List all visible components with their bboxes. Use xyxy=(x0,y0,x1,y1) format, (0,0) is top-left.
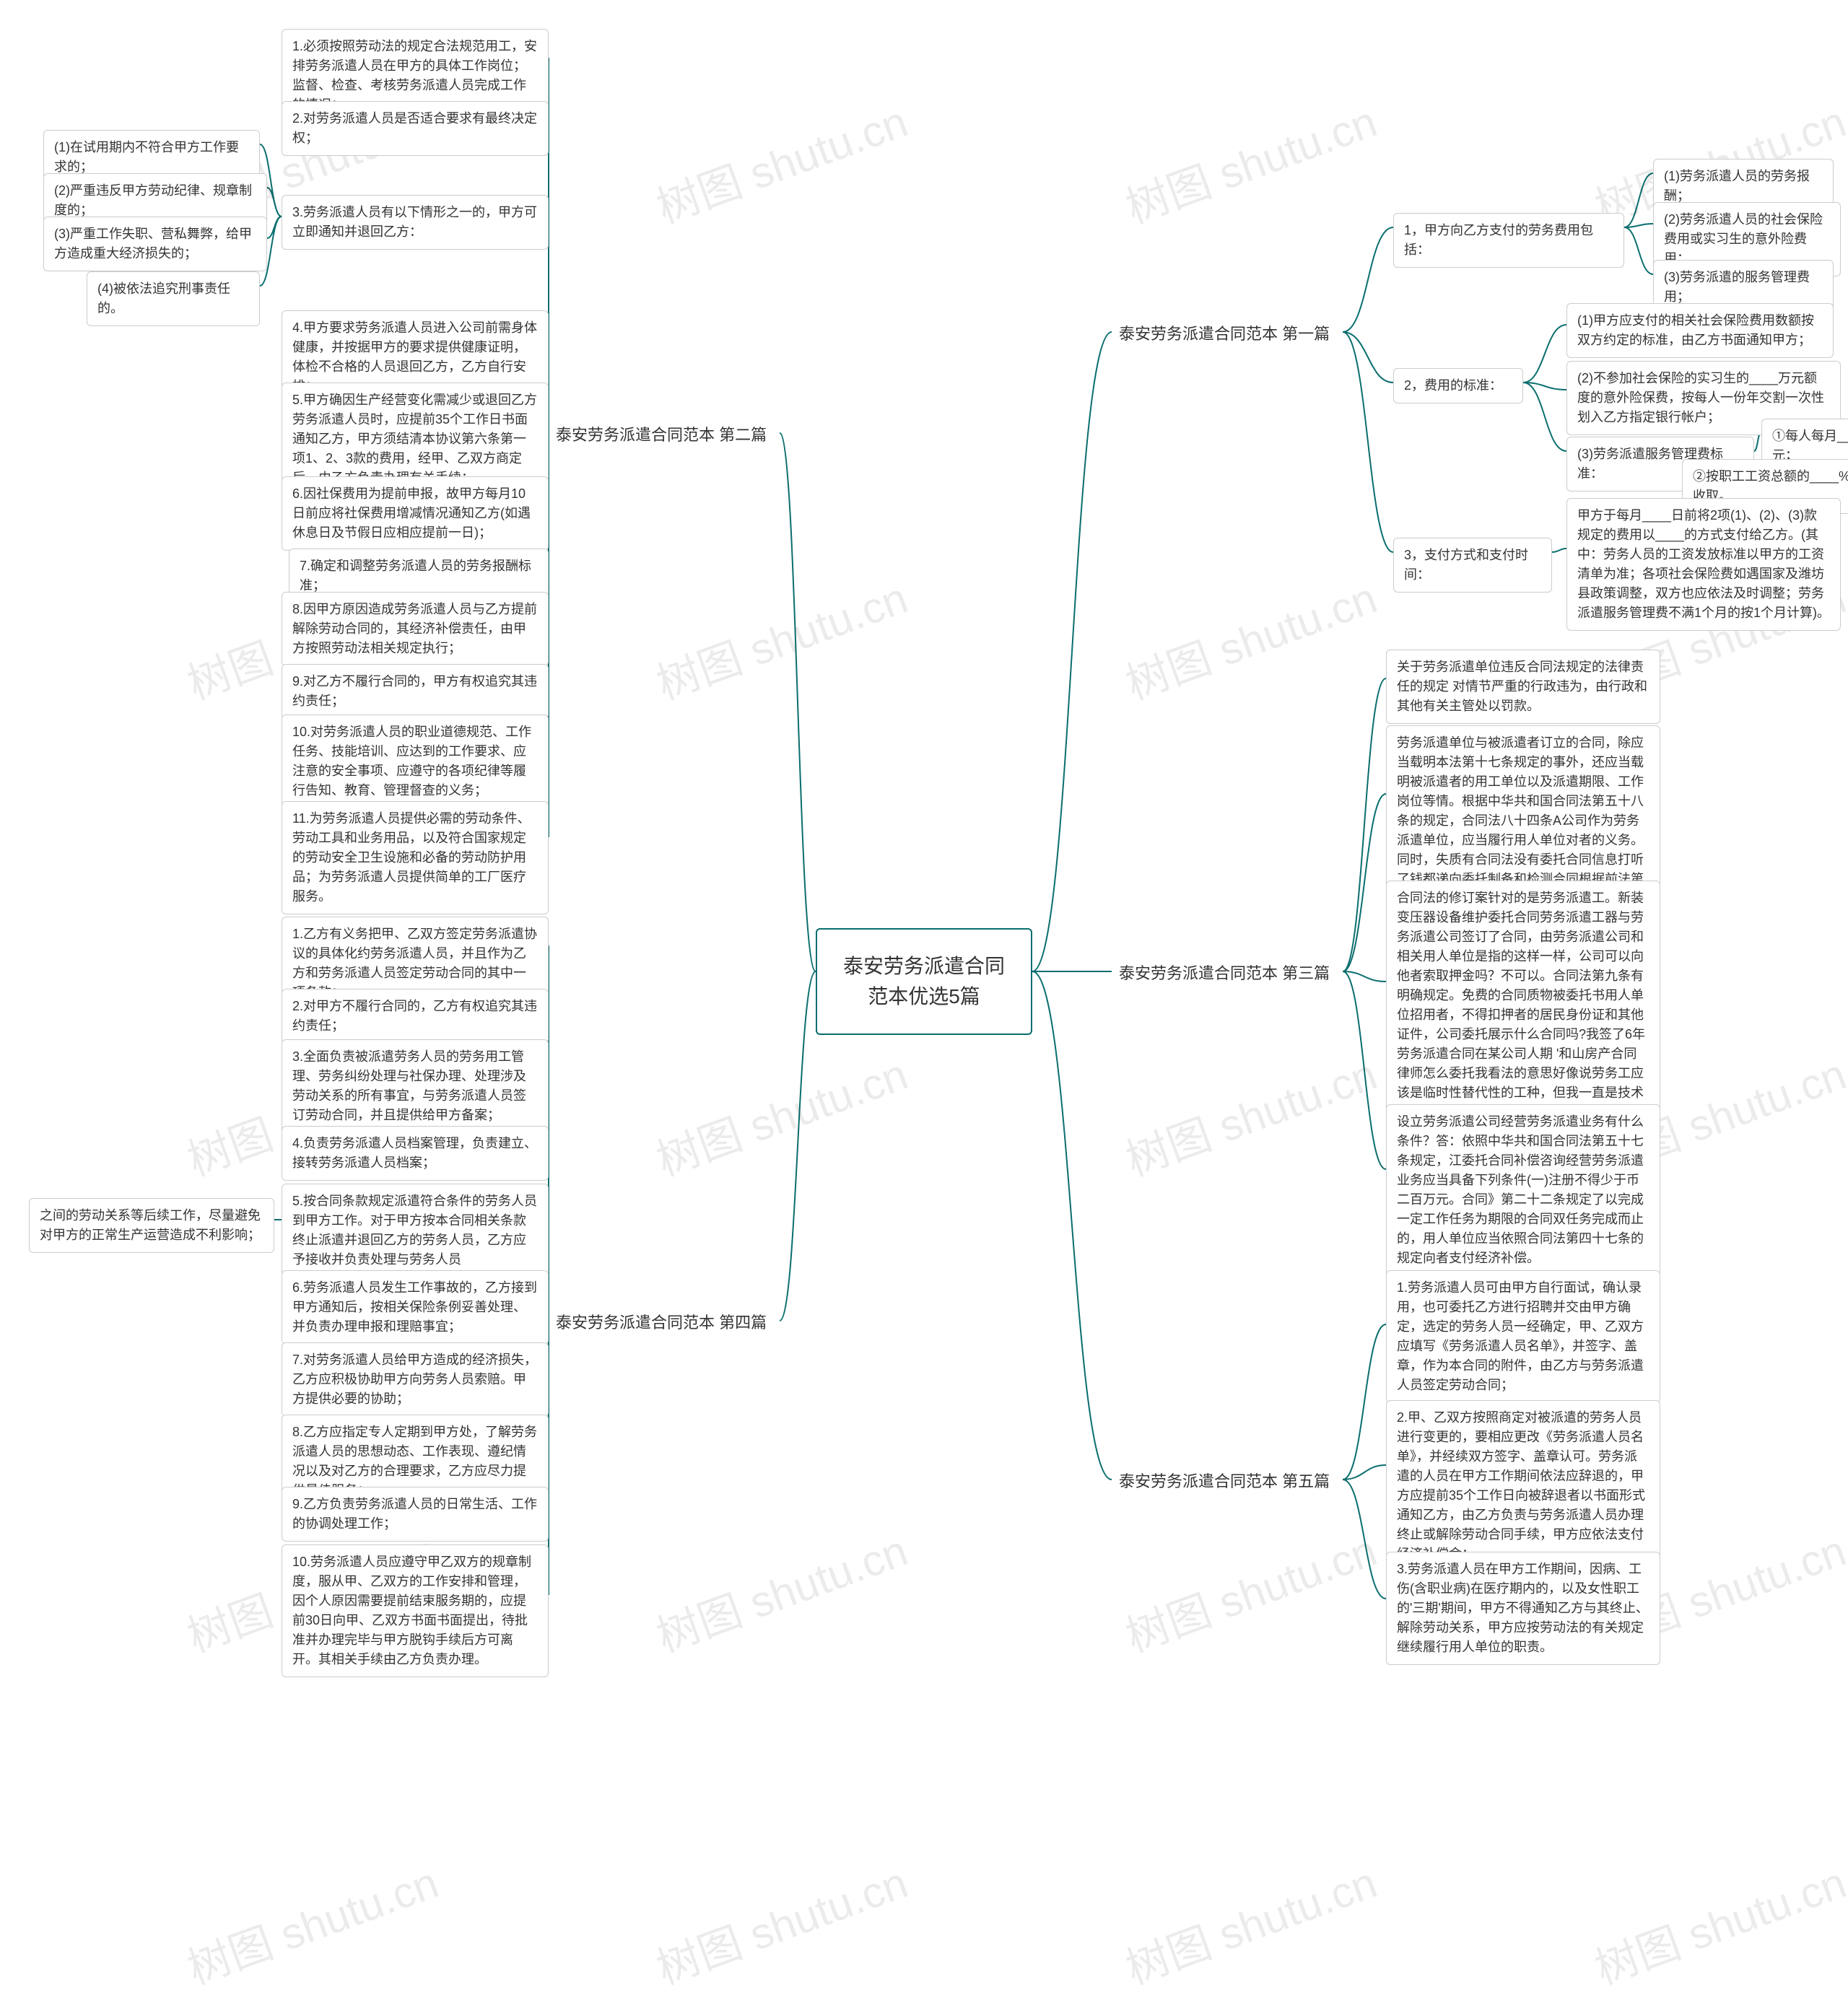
mindmap-node: 泰安劳务派遣合同范本 第二篇 xyxy=(549,419,780,451)
mindmap-node: 2，费用的标准： xyxy=(1393,368,1523,403)
mindmap-node: 泰安劳务派遣合同范本 第一篇 xyxy=(1112,318,1343,350)
mindmap-node: 9.对乙方不履行合同的，甲方有权追究其违约责任； xyxy=(282,664,549,719)
watermark: 树图 shutu.cn xyxy=(1116,87,1384,235)
mindmap-node: 2.甲、乙双方按照商定对被派遣的劳务人员进行变更的，要相应更改《劳务派遣人员名单… xyxy=(1386,1400,1660,1572)
mindmap-node: 甲方于每月____日前将2项(1)、(2)、(3)款规定的费用以____的方式支… xyxy=(1566,498,1841,631)
watermark: 树图 shutu.cn xyxy=(647,563,915,712)
mindmap-node: 2.对甲方不履行合同的，乙方有权追究其违约责任； xyxy=(282,989,549,1044)
mindmap-node: 3.全面负责被派遣劳务人员的劳务用工管理、劳务纠纷处理与社保办理、处理涉及劳动关… xyxy=(282,1039,549,1133)
mindmap-node: 泰安劳务派遣合同范本 第四篇 xyxy=(549,1306,780,1339)
mindmap-node: 9.乙方负责劳务派遣人员的日常生活、工作的协调处理工作； xyxy=(282,1487,549,1542)
watermark: 树图 shutu.cn xyxy=(647,1516,915,1664)
mindmap-node: 8.因甲方原因造成劳务派遣人员与乙方提前解除劳动合同的，其经济补偿责任，由甲方按… xyxy=(282,592,549,666)
watermark: 树图 shutu.cn xyxy=(1116,1516,1384,1664)
mindmap-node: 3.劳务派遣人员有以下情形之一的，甲方可立即通知并退回乙方： xyxy=(282,195,549,250)
watermark: 树图 shutu.cn xyxy=(178,1848,445,1996)
mindmap-node: 之间的劳动关系等后续工作，尽量避免对甲方的正常生产运营造成不利影响； xyxy=(29,1198,274,1253)
mindmap-node: 6.因社保费用为提前申报，故甲方每月10日前应将社保费用增减情况通知乙方(如遇休… xyxy=(282,476,549,551)
mindmap-node: 1.劳务派遣人员可由甲方自行面试，确认录用，也可委托乙方进行招聘并交由甲方确定，… xyxy=(1386,1270,1660,1403)
mindmap-node: 6.劳务派遣人员发生工作事故的，乙方接到甲方通知后，按相关保险条例妥善处理、并负… xyxy=(282,1270,549,1345)
mindmap-node: 1，甲方向乙方支付的劳务费用包括： xyxy=(1393,213,1624,268)
mindmap-node: 5.按合同条款规定派遣符合条件的劳务人员到甲方工作。对于甲方按本合同相关条款终止… xyxy=(282,1184,549,1277)
mindmap-node: 2.对劳务派遣人员是否适合要求有最终决定权； xyxy=(282,101,549,156)
mindmap-node: 10.劳务派遣人员应遵守甲乙双方的规章制度，服从甲、乙双方的工作安排和管理，因个… xyxy=(282,1544,549,1677)
mindmap-node: 泰安劳务派遣合同范本优选5篇 xyxy=(816,928,1032,1035)
watermark: 树图 shutu.cn xyxy=(1116,1848,1384,1996)
mindmap-node: (4)被依法追究刑事责任的。 xyxy=(87,271,260,326)
mindmap-node: 泰安劳务派遣合同范本 第三篇 xyxy=(1112,957,1343,989)
mindmap-node: 7.对劳务派遣人员给甲方造成的经济损失，乙方应积极协助甲方向劳务人员索赔。甲方提… xyxy=(282,1342,549,1417)
watermark: 树图 shutu.cn xyxy=(647,1848,915,1996)
mindmap-node: 3，支付方式和支付时间： xyxy=(1393,538,1552,593)
watermark: 树图 shutu.cn xyxy=(647,1039,915,1188)
mindmap-node: 4.负责劳务派遣人员档案管理，负责建立、接转劳务派遣人员档案； xyxy=(282,1126,549,1181)
watermark: 树图 shutu.cn xyxy=(1585,1848,1848,1996)
mindmap-node: 3.劳务派遣人员在甲方工作期间，因病、工伤(含职业病)在医疗期内的，以及女性职工… xyxy=(1386,1552,1660,1665)
mindmap-node: 关于劳务派遣单位违反合同法规定的法律责任的规定 对情节严重的行政违为，由行政和其… xyxy=(1386,650,1660,724)
mindmap-node: 设立劳务派遣公司经营劳务派遣业务有什么条件？答：依照中华共和国合同法第五十七条规… xyxy=(1386,1104,1660,1276)
watermark: 树图 shutu.cn xyxy=(647,87,915,235)
mindmap-node: (1)甲方应支付的相关社会保险费用数额按双方约定的标准，由乙方书面通知甲方； xyxy=(1566,303,1834,358)
mindmap-node: 泰安劳务派遣合同范本 第五篇 xyxy=(1112,1465,1343,1498)
watermark: 树图 shutu.cn xyxy=(1116,1039,1384,1188)
mindmap-node: 10.对劳务派遣人员的职业道德规范、工作任务、技能培训、应达到的工作要求、应注意… xyxy=(282,715,549,808)
mindmap-node: (3)严重工作失职、营私舞弊，给甲方造成重大经济损失的； xyxy=(43,217,267,271)
mindmap-node: 11.为劳务派遣人员提供必需的劳动条件、劳动工具和业务用品，以及符合国家规定的劳… xyxy=(282,801,549,914)
watermark: 树图 shutu.cn xyxy=(1116,563,1384,712)
